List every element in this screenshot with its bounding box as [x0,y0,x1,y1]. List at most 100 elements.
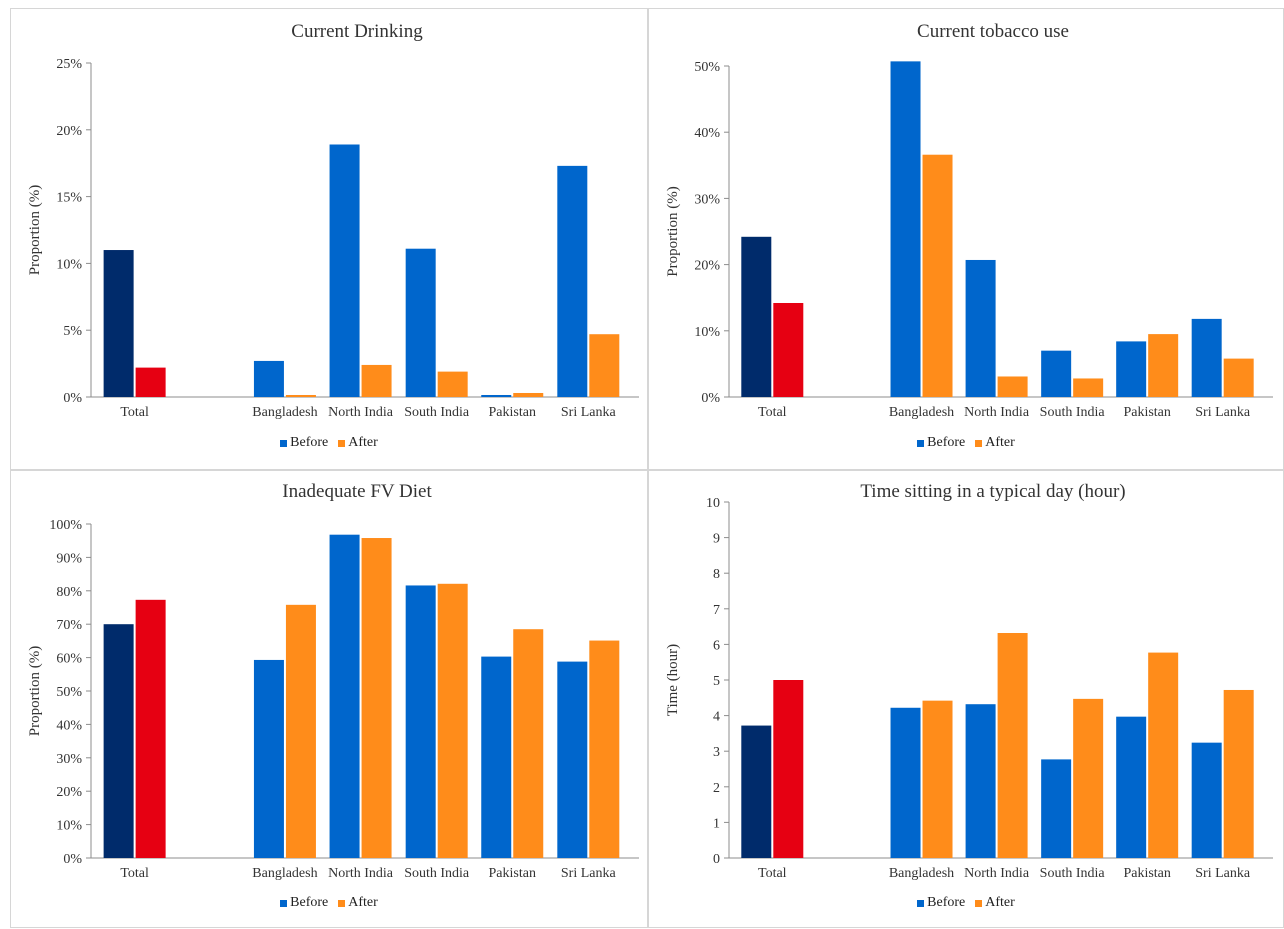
y-tick-label: 100% [49,518,82,533]
bar-after [997,633,1028,858]
legend-label-after: After [985,895,1015,910]
bar-after [1148,652,1179,858]
chart-panel-drinking: Current Drinking Proportion (%) 0% 5% 10% 15%… [10,8,648,470]
bar-before [741,725,772,858]
bar-after [513,629,544,858]
y-tick-label: 40% [56,718,82,733]
bar-before [1116,716,1147,858]
chart-title: Inadequate FV Diet [282,481,432,502]
legend-swatch-before [280,899,288,907]
bar-before [405,585,436,858]
y-tick-label: 50% [694,60,720,75]
y-tick-label: 5 [713,674,720,689]
x-tick-label: Pakistan [1123,405,1170,420]
x-tick-label: Sri Lanka [1195,866,1251,881]
y-tick-label: 10% [56,819,82,834]
x-tick-label: South India [404,405,470,420]
x-tick-label: North India [964,866,1030,881]
y-tick-label: 20% [56,785,82,800]
y-tick-label: 0% [63,391,82,406]
bar-before [329,534,360,858]
legend-swatch-after [338,439,346,447]
x-tick-label: Sri Lanka [561,866,617,881]
bar-after [285,394,316,397]
y-tick-label: 70% [56,618,82,633]
y-tick-label: 15% [56,191,82,206]
legend-swatch-after [338,899,346,907]
bar-before [481,394,512,397]
legend-label-before: Before [290,435,329,450]
y-tick-label: 1 [713,816,720,831]
chart-svg: Inadequate FV Diet Proportion (%) 0% 10% 20%… [27,481,639,881]
y-tick-label: 9 [713,532,720,547]
x-tick-label: Pakistan [1123,866,1170,881]
x-tick-label: Total [120,405,149,420]
chart-panel-sitting: Time sitting in a typical day (hour) Time… [648,470,1284,928]
y-tick-label: 50% [56,685,82,700]
x-tick-label: Bangladesh [889,866,954,881]
chart-title: Time sitting in a typical day (hour) [860,481,1125,502]
bar-before [253,659,284,858]
bar-before [557,661,588,858]
legend-swatch-before [280,439,288,447]
chart-legend: Before After [11,435,647,451]
x-tick-label: Sri Lanka [561,405,617,420]
bar-after [773,680,804,858]
bar-after [773,302,804,397]
legend-item-before: Before [917,435,965,451]
chart-legend: Before After [649,895,1283,911]
bar-after [285,604,316,858]
bar-before [741,236,772,397]
legend-label-after: After [348,435,378,450]
chart-legend: Before After [649,435,1283,451]
legend-item-before: Before [280,895,328,911]
bar-before [103,250,134,397]
bar-after [135,599,166,858]
legend-item-after: After [338,895,378,911]
legend-swatch-before [917,439,925,447]
y-tick-label: 0% [63,852,82,867]
x-tick-label: Total [758,866,787,881]
y-axis-label: Proportion (%) [27,185,43,275]
legend-label-after: After [985,435,1015,450]
x-tick-label: South India [404,866,470,881]
y-axis-label: Time (hour) [665,644,681,716]
y-axis-label: Proportion (%) [665,186,681,276]
legend-label-before: Before [290,895,329,910]
bar-before [329,144,360,397]
bar-after [437,371,468,397]
bar-before [965,704,996,858]
x-tick-label: Bangladesh [252,866,317,881]
chart-svg: Current tobacco use Proportion (%) 0% 10% 20… [665,21,1273,420]
chart-title: Current tobacco use [917,21,1069,42]
y-tick-label: 7 [713,603,720,618]
x-tick-label: Total [758,405,787,420]
x-tick-label: North India [964,405,1030,420]
y-tick-label: 90% [56,551,82,566]
y-tick-label: 60% [56,652,82,667]
x-tick-label: Bangladesh [252,405,317,420]
bar-after [997,376,1028,397]
bar-after [922,700,953,858]
y-tick-label: 5% [63,324,82,339]
chart-panel-tobacco: Current tobacco use Proportion (%) 0% 10% 20… [648,8,1284,470]
legend-swatch-after [975,439,983,447]
bar-after [1073,698,1104,858]
bar-before [253,360,284,397]
bar-after [589,334,620,397]
bar-after [1148,334,1179,397]
bar-before [481,656,512,858]
chart-svg: Time sitting in a typical day (hour) Time… [665,481,1273,881]
y-tick-label: 10 [706,496,720,511]
y-tick-label: 4 [713,710,720,725]
x-tick-label: Total [120,866,149,881]
x-tick-label: South India [1040,866,1106,881]
y-tick-label: 10% [56,257,82,272]
x-tick-label: North India [328,866,394,881]
bar-after [361,364,392,397]
y-axis-label: Proportion (%) [27,646,43,736]
bar-before [890,707,921,858]
bar-before [1041,350,1072,397]
legend-item-after: After [975,435,1015,451]
bar-before [890,61,921,398]
